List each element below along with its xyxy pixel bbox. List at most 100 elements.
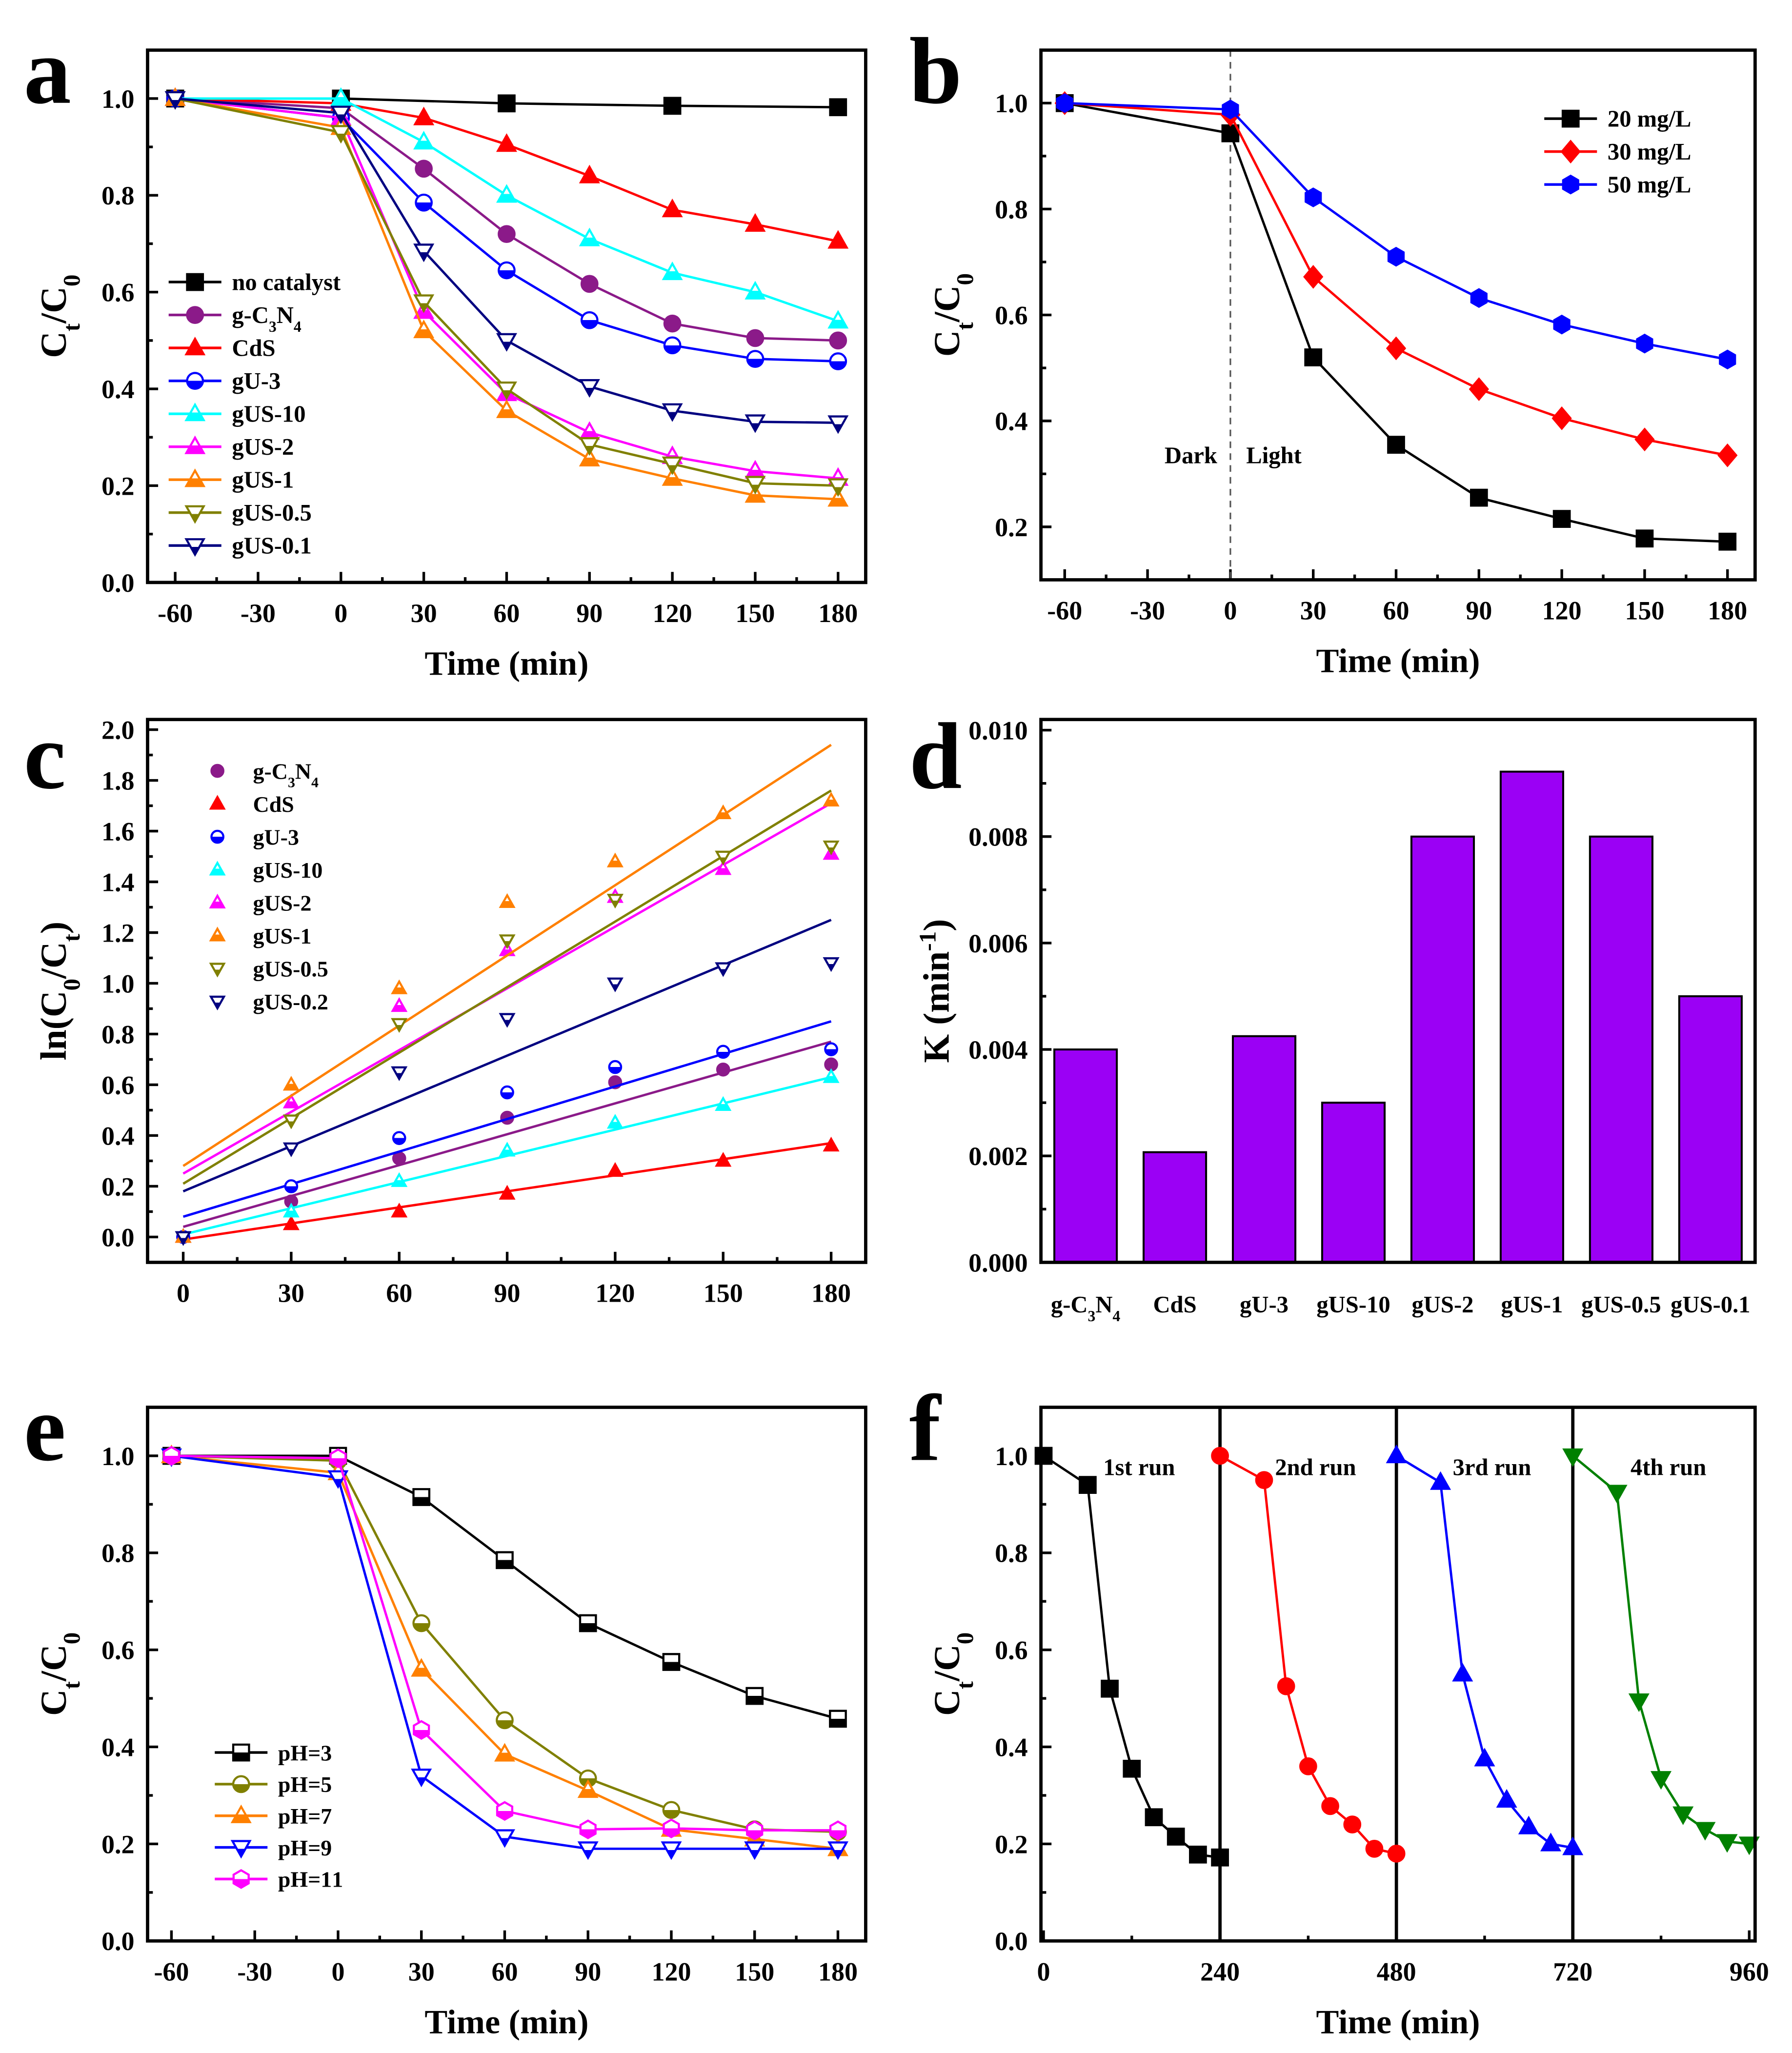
data-point: [715, 1096, 732, 1111]
data-point: [391, 997, 408, 1012]
data-point: [579, 421, 600, 440]
data-point: [391, 1172, 408, 1187]
data-point: [1299, 1757, 1317, 1775]
x-axis-title: Time (min): [424, 2003, 588, 2041]
data-point: [1628, 1693, 1650, 1712]
legend-marker: [209, 861, 226, 876]
legend-marker: [1561, 109, 1580, 128]
data-point: [1470, 488, 1488, 507]
legend-marker: [230, 1840, 252, 1859]
run-label: 3rd run: [1453, 1454, 1531, 1481]
y-tick-label: 0.6: [101, 1636, 135, 1665]
legend-label: gUS-0.1: [232, 532, 311, 559]
data-point: [1469, 377, 1489, 402]
data-point: [498, 94, 516, 113]
data-point: [662, 1801, 681, 1819]
data-point: [715, 1152, 732, 1167]
legend-label: g-C3N4: [232, 302, 302, 335]
data-point: [1553, 314, 1571, 335]
data-point: [1056, 93, 1073, 113]
y-tick-label: 1.6: [101, 817, 135, 846]
y-tick-label: 0.6: [995, 1636, 1028, 1665]
data-point: [1365, 1840, 1384, 1858]
y-tick-label: 1.0: [995, 89, 1028, 118]
data-point: [661, 1841, 682, 1860]
data-point: [499, 893, 516, 908]
data-point: [330, 87, 352, 106]
y-tick-label: 0.6: [101, 278, 135, 307]
legend: pH=3 pH=5 pH=7 pH=9 pH=11: [215, 1740, 343, 1892]
x-category-label: gU-3: [1240, 1291, 1289, 1318]
series-line: [171, 1454, 838, 1833]
legend-marker: [232, 1869, 250, 1889]
data-point: [1430, 1471, 1451, 1490]
panel-label: b: [909, 19, 962, 124]
data-point: [1552, 510, 1571, 528]
y-tick-label: 1.4: [101, 867, 135, 897]
data-point: [391, 1018, 408, 1033]
data-point: [744, 1841, 765, 1860]
data-point: [392, 1131, 406, 1145]
data-point: [494, 1829, 515, 1848]
x-tick-label: 0: [1224, 596, 1237, 625]
x-tick-label: 120: [651, 1957, 691, 1986]
data-point: [1343, 1815, 1362, 1834]
series-line: [175, 97, 838, 342]
data-point: [823, 840, 840, 856]
panel-label: d: [909, 704, 962, 809]
series-line: [171, 1454, 839, 1720]
data-point: [829, 1710, 847, 1728]
x-tick-label: 30: [411, 599, 437, 628]
x-tick-label: 60: [1383, 596, 1409, 625]
x-tick-label: 180: [818, 599, 858, 628]
data-point: [1387, 436, 1405, 454]
data-point: [829, 98, 847, 117]
series-line: [1043, 1454, 1220, 1859]
x-tick-label: 720: [1553, 1957, 1592, 1986]
y-tick-label: 1.8: [101, 766, 135, 795]
x-tick-label: 90: [1466, 596, 1492, 625]
bar: [1499, 770, 1565, 1264]
series-gUS-10: [164, 87, 849, 329]
bar: [1231, 1035, 1297, 1264]
x-category-label: gUS-2: [1411, 1291, 1473, 1318]
x-tick-label: 960: [1730, 1957, 1769, 1986]
y-tick-label: 1.0: [101, 84, 135, 114]
x-tick-label: 90: [576, 599, 603, 628]
run-label: 1st run: [1103, 1454, 1175, 1481]
x-category-label: gUS-0.1: [1671, 1291, 1750, 1318]
x-tick-label: 30: [1300, 596, 1327, 625]
data-point: [1167, 1828, 1185, 1846]
data-point: [716, 1045, 730, 1059]
x-tick-label: 180: [818, 1957, 858, 1986]
legend-label: pH=5: [278, 1772, 332, 1797]
series-pH=7: [161, 1444, 848, 1856]
data-point: [829, 331, 847, 350]
data-point: [1474, 1748, 1495, 1767]
data-point: [662, 1653, 681, 1671]
y-tick-label: 0.4: [995, 1732, 1028, 1762]
data-point: [496, 1711, 514, 1730]
data-point: [1634, 427, 1655, 452]
y-tick-label: 0.002: [968, 1142, 1027, 1171]
data-point: [1189, 1845, 1207, 1864]
data-point: [1540, 1832, 1562, 1852]
x-tick-label: 90: [575, 1957, 601, 1986]
data-point: [1321, 1797, 1339, 1815]
data-point: [827, 1841, 848, 1860]
data-point: [413, 243, 435, 262]
data-point: [1305, 187, 1322, 207]
x-category-label: gUS-1: [1501, 1291, 1563, 1318]
data-point: [745, 1687, 764, 1705]
y-tick-label: 0.2: [101, 1830, 135, 1859]
chart-panel-d: d 0.000 0.002 0.004 0.006 0.008 0.010 K (min-1)…: [909, 704, 1757, 1325]
legend-label: gUS-1: [232, 466, 294, 493]
x-tick-label: 0: [334, 599, 347, 628]
y-tick-label: 0.008: [968, 823, 1027, 852]
legend-label: 50 mg/L: [1608, 171, 1691, 198]
data-point: [413, 320, 435, 339]
series-pH=11: [162, 1446, 847, 1840]
legend-label: gUS-0.5: [232, 500, 311, 526]
data-point: [499, 1142, 516, 1157]
data-point: [1303, 265, 1324, 289]
